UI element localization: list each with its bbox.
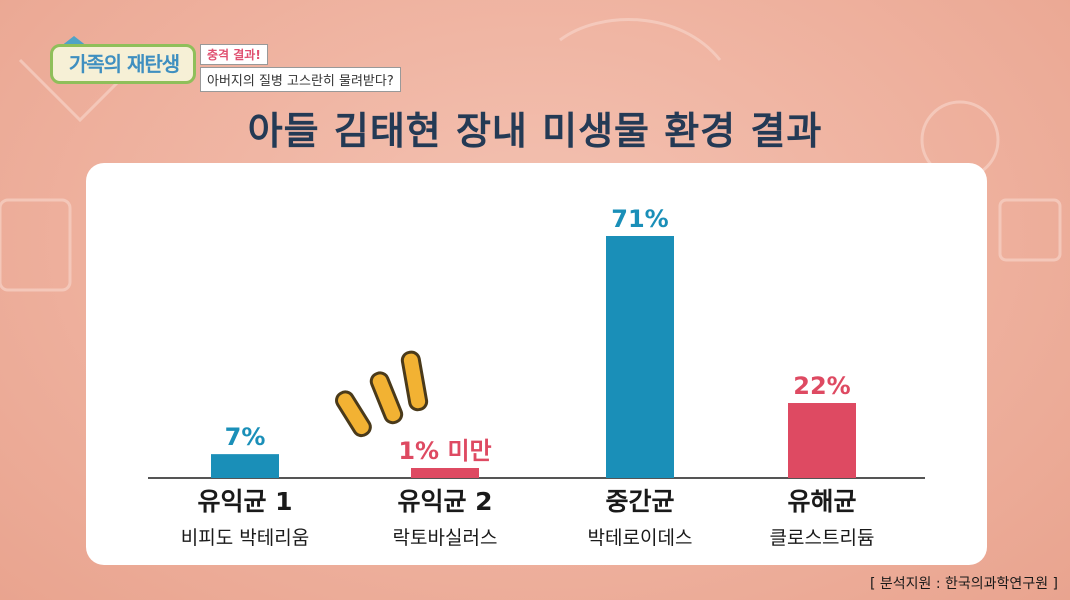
value-label-2: 1% 미만 bbox=[398, 437, 491, 465]
bar-1 bbox=[211, 454, 279, 478]
category-label-3: 중간균 bbox=[605, 487, 674, 516]
bar-3 bbox=[606, 236, 674, 478]
bar-2 bbox=[411, 468, 479, 478]
first-aid-icon bbox=[998, 198, 1062, 262]
show-logo: 가족의 재탄생 bbox=[50, 36, 198, 86]
value-label-3: 71% bbox=[611, 205, 668, 233]
medicine-bottle-icon bbox=[0, 198, 72, 292]
logo-text: 가족의 재탄생 bbox=[68, 52, 180, 76]
subcategory-label-1: 비피도 박테리움 bbox=[181, 527, 309, 549]
subcategory-label-3: 박테로이데스 bbox=[588, 527, 693, 549]
emphasis-marks-icon bbox=[335, 350, 429, 438]
source-note: [ 분석지원 : 한국의과학연구원 ] bbox=[869, 576, 1058, 592]
chart-title: 아들 김태현 장내 미생물 환경 결과 bbox=[247, 109, 823, 153]
value-label-1: 7% bbox=[225, 423, 266, 451]
chart-panel bbox=[86, 163, 987, 565]
caption-headline: 충격 결과! bbox=[200, 44, 268, 65]
show-caption: 충격 결과! 아버지의 질병 고스란히 물려받다? bbox=[200, 44, 401, 92]
subcategory-label-4: 클로스트리듐 bbox=[770, 527, 875, 549]
value-label-4: 22% bbox=[793, 372, 850, 400]
stethoscope-icon bbox=[559, 18, 722, 61]
category-label-2: 유익균 2 bbox=[397, 487, 492, 516]
caption-subline: 아버지의 질병 고스란히 물려받다? bbox=[200, 67, 401, 92]
category-label-1: 유익균 1 bbox=[197, 487, 292, 516]
subcategory-label-2: 락토바실러스 bbox=[393, 527, 498, 549]
category-label-4: 유해균 bbox=[787, 487, 856, 516]
logo-frame bbox=[50, 44, 196, 84]
bar-4 bbox=[788, 403, 856, 478]
